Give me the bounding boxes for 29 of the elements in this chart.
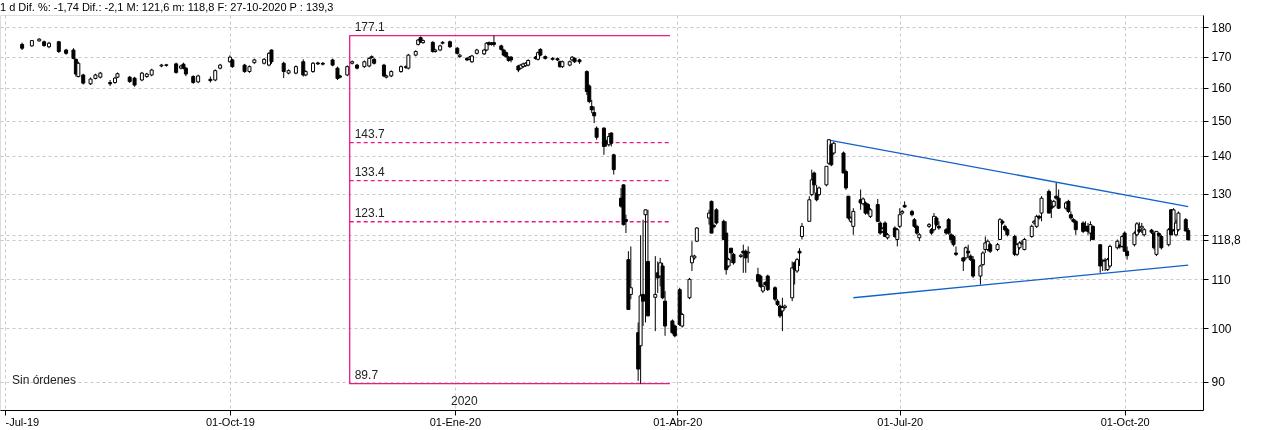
annotation: 133.4 [354, 164, 386, 179]
candlestick [936, 220, 941, 231]
annotation: 89.7 [354, 367, 379, 382]
candlestick [687, 277, 692, 300]
annotation: 177.1 [354, 19, 386, 34]
annotation: 123.1 [354, 205, 386, 220]
chart-title: 1 d Dif. %: -1,74 Dif.: -2,1 M: 121,6 m: 118,8 F: 27-10-2020 P : 139,3 [0, 1, 334, 13]
x-tick-label: 01-Jul-20 [877, 415, 924, 428]
candlestick [807, 195, 812, 222]
annotation: 2020 [451, 394, 479, 408]
y-tick-label: 118,8 [1211, 233, 1241, 248]
annotation: 143.7 [354, 126, 386, 141]
y-tick-label: 150 [1211, 114, 1232, 129]
x-tick-label: 01-Oct-20 [1100, 415, 1150, 428]
y-tick-label: 130 [1211, 187, 1232, 202]
candlestick [1107, 244, 1112, 269]
y-tick-label: 90 [1211, 375, 1226, 390]
y-tick-label: 160 [1211, 81, 1232, 96]
x-tick-label: 01-Oct-19 [205, 415, 255, 428]
x-tick-label: 01-Abr-20 [653, 415, 703, 428]
y-tick-label: 170 [1211, 50, 1232, 65]
candlestick [108, 79, 113, 87]
y-tick-label: 110 [1211, 272, 1231, 287]
x-tick-label: -Jul-19 [5, 415, 40, 428]
annotation: Sin órdenes [12, 373, 77, 387]
x-tick-label: 01-Ene-20 [429, 415, 482, 428]
y-tick-label: 140 [1211, 149, 1232, 164]
y-tick-label: 180 [1211, 20, 1232, 35]
y-tick-label: 100 [1211, 321, 1232, 336]
